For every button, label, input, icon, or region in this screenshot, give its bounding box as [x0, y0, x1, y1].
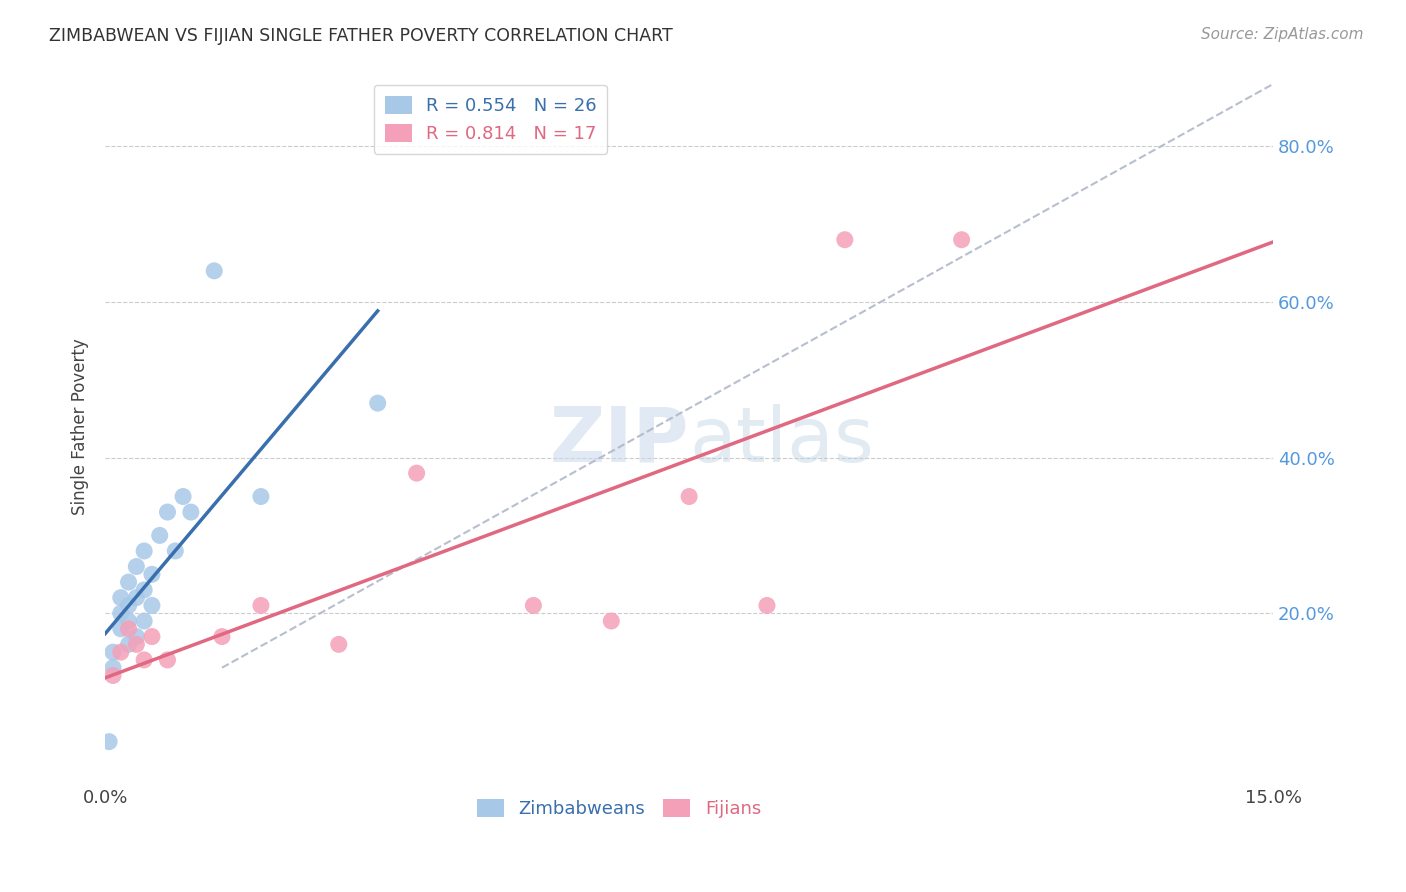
Point	[117, 622, 139, 636]
Point	[134, 614, 156, 628]
Point	[165, 544, 187, 558]
Point	[125, 630, 148, 644]
Point	[755, 599, 778, 613]
Point	[101, 661, 124, 675]
Point	[156, 505, 179, 519]
Point	[117, 637, 139, 651]
Text: atlas: atlas	[689, 404, 875, 478]
Point	[110, 622, 132, 636]
Point	[141, 567, 163, 582]
Text: ZIMBABWEAN VS FIJIAN SINGLE FATHER POVERTY CORRELATION CHART: ZIMBABWEAN VS FIJIAN SINGLE FATHER POVER…	[49, 27, 673, 45]
Point	[101, 668, 124, 682]
Point	[125, 559, 148, 574]
Legend: Zimbabweans, Fijians: Zimbabweans, Fijians	[470, 792, 768, 825]
Point	[250, 490, 273, 504]
Point	[117, 575, 139, 590]
Point	[367, 396, 389, 410]
Point	[678, 490, 700, 504]
Y-axis label: Single Father Poverty: Single Father Poverty	[72, 338, 89, 515]
Point	[405, 466, 427, 480]
Point	[522, 599, 544, 613]
Point	[110, 606, 132, 620]
Point	[134, 544, 156, 558]
Point	[600, 614, 623, 628]
Point	[125, 591, 148, 605]
Point	[141, 630, 163, 644]
Point	[156, 653, 179, 667]
Point	[172, 490, 194, 504]
Point	[328, 637, 350, 651]
Point	[98, 734, 121, 748]
Text: ZIP: ZIP	[550, 404, 689, 478]
Point	[117, 599, 139, 613]
Point	[101, 645, 124, 659]
Point	[134, 653, 156, 667]
Point	[834, 233, 856, 247]
Point	[117, 614, 139, 628]
Text: Source: ZipAtlas.com: Source: ZipAtlas.com	[1201, 27, 1364, 42]
Point	[211, 630, 233, 644]
Point	[125, 637, 148, 651]
Point	[950, 233, 973, 247]
Point	[110, 645, 132, 659]
Point	[134, 582, 156, 597]
Point	[180, 505, 202, 519]
Point	[149, 528, 172, 542]
Point	[202, 264, 225, 278]
Point	[141, 599, 163, 613]
Point	[110, 591, 132, 605]
Point	[250, 599, 273, 613]
